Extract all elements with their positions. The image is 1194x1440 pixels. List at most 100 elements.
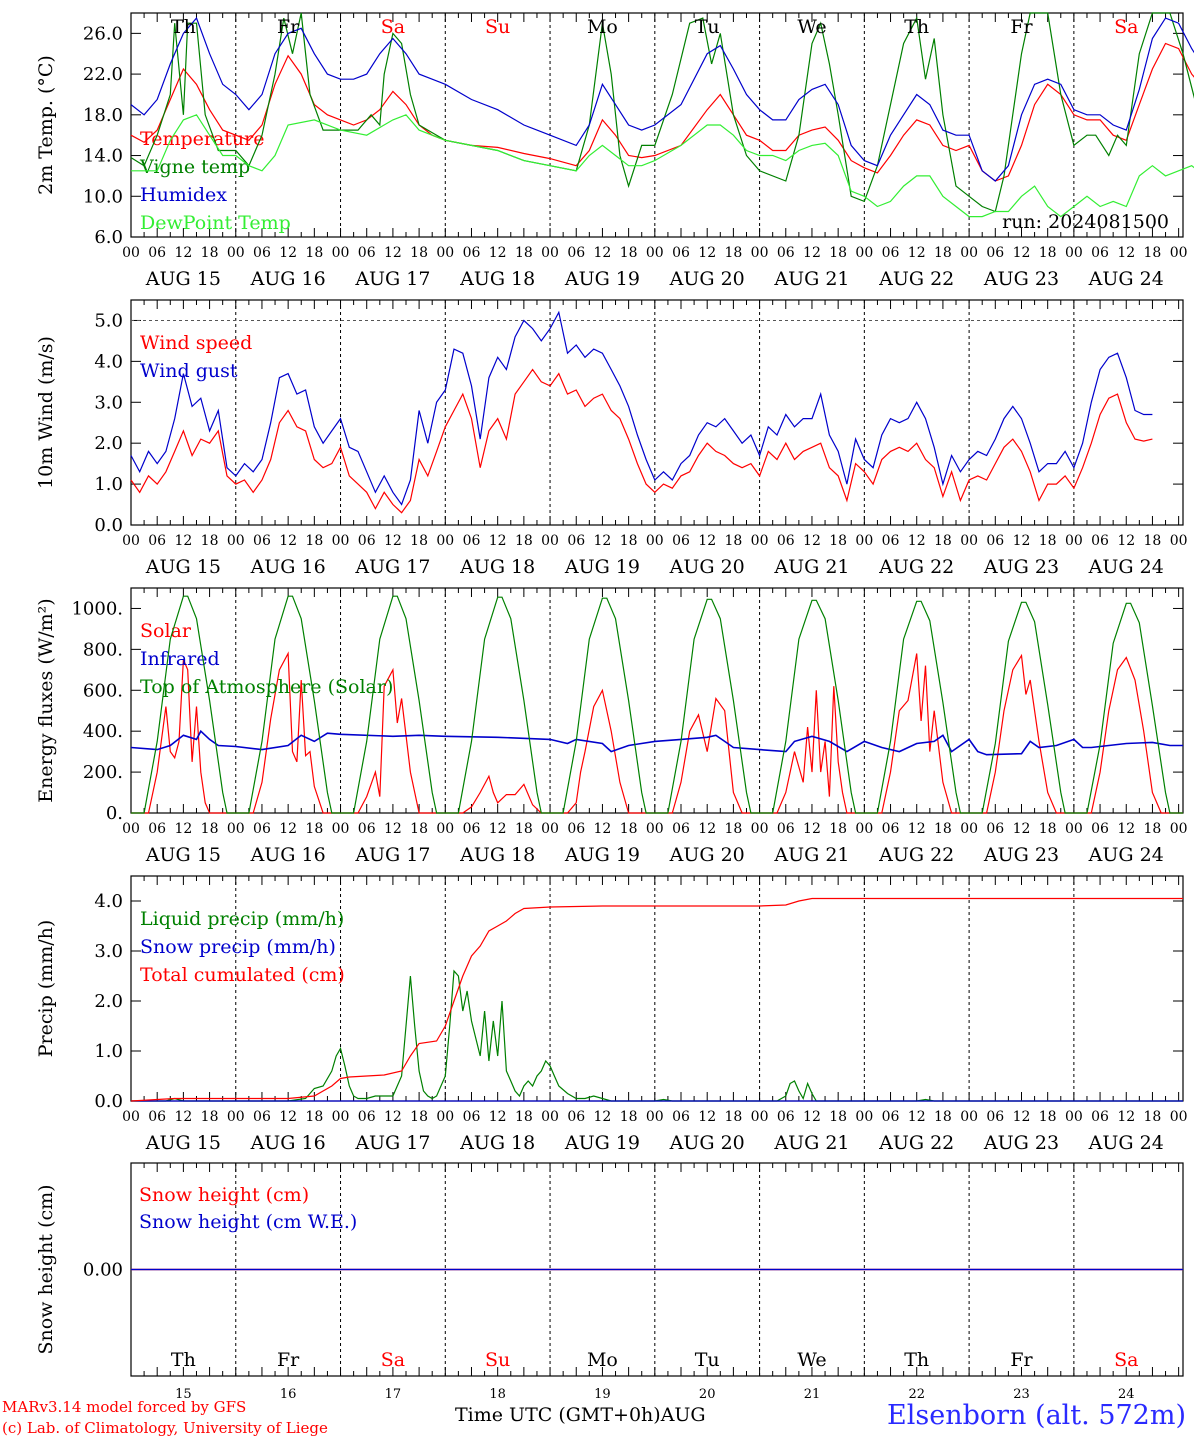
- hour-label: 18: [829, 245, 847, 261]
- hour-label: 00: [855, 821, 873, 837]
- hour-label: 18: [201, 533, 219, 549]
- hour-label: 12: [489, 821, 507, 837]
- hour-label: 18: [829, 533, 847, 549]
- temp-legend-1: Vigne temp: [139, 156, 250, 178]
- hour-label: 12: [279, 821, 297, 837]
- hour-label: 06: [777, 533, 795, 549]
- hour-label: 18: [934, 821, 952, 837]
- hour-label: 06: [567, 245, 585, 261]
- hour-label: 12: [384, 533, 402, 549]
- time-axis-label: Time UTC (GMT+0h)AUG: [455, 1404, 706, 1426]
- bottom-day-number: 18: [489, 1387, 506, 1402]
- hour-label: 18: [515, 245, 533, 261]
- temp-series-temperature: [130, 42, 1194, 182]
- wind-y-tick-label: 0.0: [94, 515, 123, 536]
- hour-label: 00: [332, 821, 350, 837]
- wind-series-wind-speed: [130, 368, 1153, 514]
- hour-label: 18: [829, 821, 847, 837]
- wind-y-tick-label: 4.0: [94, 351, 123, 372]
- hour-label: 18: [934, 1109, 952, 1125]
- hour-label: 06: [882, 821, 900, 837]
- date-label: AUG 21: [773, 1132, 849, 1154]
- hour-label: 18: [620, 1109, 638, 1125]
- hour-label: 00: [332, 1109, 350, 1125]
- hour-label: 00: [541, 533, 559, 549]
- hour-label: 18: [1039, 245, 1057, 261]
- date-label: AUG 23: [983, 556, 1059, 578]
- top-day-name: Th: [171, 16, 196, 38]
- energy-legend-1: Infrared: [140, 648, 220, 670]
- hour-label: 12: [384, 245, 402, 261]
- hour-label: 06: [777, 821, 795, 837]
- bottom-day-number: 15: [175, 1387, 192, 1402]
- date-label: AUG 20: [669, 268, 745, 290]
- hour-label: 06: [463, 245, 481, 261]
- hour-label: 12: [174, 821, 192, 837]
- date-label: AUG 16: [250, 844, 326, 866]
- hour-label: 18: [724, 533, 742, 549]
- date-label: AUG 21: [773, 556, 849, 578]
- energy-series-infrared: [130, 729, 1183, 756]
- date-label: AUG 23: [983, 1132, 1059, 1154]
- station-label: Elsenborn (alt. 572m): [887, 1400, 1186, 1431]
- hour-label: 12: [1013, 821, 1031, 837]
- hour-label: 12: [489, 245, 507, 261]
- hour-label: 00: [436, 245, 454, 261]
- hour-label: 12: [174, 533, 192, 549]
- hour-label: 18: [724, 1109, 742, 1125]
- hour-label: 12: [803, 1109, 821, 1125]
- date-label: AUG 19: [564, 268, 640, 290]
- hour-label: 12: [489, 533, 507, 549]
- wind-y-axis-title: 10m Wind (m/s): [35, 336, 57, 489]
- hour-label: 06: [882, 1109, 900, 1125]
- energy-legend-2: Top of Atmosphere (Solar): [140, 676, 393, 698]
- hour-label: 18: [305, 533, 323, 549]
- bottom-day-number: 20: [699, 1387, 716, 1402]
- hour-label: 00: [541, 1109, 559, 1125]
- energy-frame: [130, 587, 1184, 814]
- hour-label: 06: [986, 533, 1004, 549]
- hour-label: 18: [410, 1109, 428, 1125]
- hour-label: 00: [541, 245, 559, 261]
- hour-label: 06: [672, 245, 690, 261]
- hour-label: 00: [436, 821, 454, 837]
- bottom-day-name: Sa: [1114, 1349, 1138, 1371]
- hour-label: 00: [646, 245, 664, 261]
- wind-legend-0: Wind speed: [140, 332, 252, 354]
- hour-label: 12: [1117, 1109, 1135, 1125]
- hour-label: 12: [908, 245, 926, 261]
- hour-label: 06: [1091, 245, 1109, 261]
- date-label: AUG 21: [773, 844, 849, 866]
- temp-y-tick-label: 18.0: [83, 105, 123, 126]
- hour-label: 12: [1013, 533, 1031, 549]
- temp-legend-3: DewPoint Temp: [140, 212, 291, 234]
- hour-label: 12: [1013, 245, 1031, 261]
- hour-label: 18: [305, 245, 323, 261]
- temp-y-axis-title: 2m Temp. (°C): [35, 55, 57, 195]
- hour-label: 00: [122, 821, 140, 837]
- date-label: AUG 15: [145, 844, 221, 866]
- hour-label: 12: [174, 1109, 192, 1125]
- hour-label: 12: [279, 1109, 297, 1125]
- date-label: AUG 16: [250, 556, 326, 578]
- hour-label: 18: [410, 533, 428, 549]
- hour-label: 12: [698, 533, 716, 549]
- hour-label: 06: [358, 533, 376, 549]
- energy-y-tick-label: 600.: [83, 680, 123, 701]
- hour-label: 06: [777, 1109, 795, 1125]
- hour-label: 06: [148, 821, 166, 837]
- hour-label: 00: [855, 245, 873, 261]
- precip-y-tick-label: 0.0: [94, 1091, 123, 1112]
- hour-label: 00: [751, 1109, 769, 1125]
- hour-label: 00: [227, 1109, 245, 1125]
- date-label: AUG 24: [1088, 1132, 1164, 1154]
- precip-series-total-cumulated-cm-: [130, 897, 1183, 1102]
- hour-label: 00: [227, 245, 245, 261]
- date-label: AUG 17: [354, 268, 430, 290]
- hour-label: 00: [227, 821, 245, 837]
- hour-label: 06: [253, 821, 271, 837]
- hour-label: 12: [594, 245, 612, 261]
- energy-series-solar: [131, 651, 1183, 814]
- hour-label: 18: [515, 821, 533, 837]
